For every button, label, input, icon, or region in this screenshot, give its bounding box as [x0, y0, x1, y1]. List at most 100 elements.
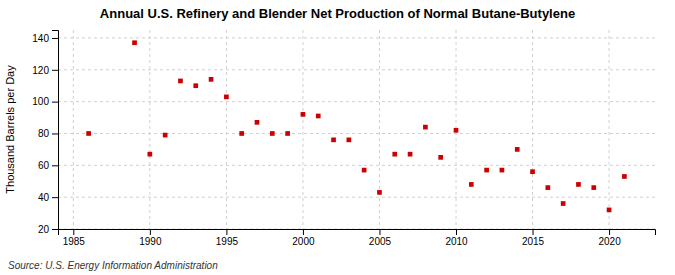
point	[469, 182, 474, 187]
tick: 100	[32, 96, 58, 107]
point	[591, 185, 596, 190]
grid-line	[58, 101, 655, 102]
tick-mark	[379, 229, 380, 235]
plot-area: 1985199019952000200520102015202020406080…	[32, 30, 655, 247]
y-axis: 20 40 60 80 100 120 140	[32, 31, 58, 235]
grid-line	[302, 30, 303, 229]
point	[193, 83, 198, 88]
tick-mark	[609, 229, 610, 235]
point	[438, 155, 443, 160]
point	[86, 131, 91, 136]
point	[362, 168, 367, 173]
tick-mark	[150, 229, 151, 235]
point	[454, 128, 459, 133]
point	[607, 208, 612, 213]
point	[515, 147, 520, 152]
point	[316, 114, 321, 119]
tick-label: 2010	[445, 236, 468, 247]
tick: 40	[38, 192, 58, 203]
tick-label: 80	[38, 128, 50, 139]
tick: 60	[38, 160, 58, 171]
point	[561, 201, 566, 206]
tick-label: 1990	[139, 236, 162, 247]
tick-label: 1995	[216, 236, 239, 247]
tick-label: 120	[32, 65, 49, 76]
tick-label: 20	[38, 224, 50, 235]
points	[86, 40, 626, 212]
tick-mark	[303, 229, 304, 235]
point	[622, 174, 627, 179]
point	[377, 190, 382, 195]
axis-line	[59, 230, 656, 236]
tick-mark	[52, 133, 58, 134]
grid-line	[609, 30, 610, 229]
tick: 2010	[445, 229, 468, 247]
tick: 140	[32, 33, 58, 44]
x-axis: 1985 1990 1995 2000 2005 2010 2015 2020	[59, 229, 656, 247]
tick: 2005	[369, 229, 392, 247]
tick-mark	[73, 229, 74, 235]
grid-line	[58, 133, 655, 134]
point	[270, 131, 275, 136]
tick-mark	[456, 229, 457, 235]
point	[484, 168, 489, 173]
grid-line	[58, 165, 655, 166]
point	[392, 152, 397, 157]
tick-label: 2000	[292, 236, 315, 247]
point	[285, 131, 290, 136]
tick-mark	[52, 165, 58, 166]
point	[408, 152, 413, 157]
tick-label: 2005	[369, 236, 392, 247]
axis-line	[52, 31, 59, 230]
point	[331, 138, 336, 143]
point	[239, 131, 244, 136]
tick-label: 1985	[63, 236, 86, 247]
y-axis-label: Thousand Barrels per Day	[4, 65, 16, 194]
point	[148, 152, 153, 157]
tick-mark	[52, 38, 58, 39]
tick-mark	[52, 229, 58, 230]
tick: 1985	[63, 229, 86, 247]
tick: 2015	[522, 229, 545, 247]
tick-mark	[52, 102, 58, 103]
tick: 20	[38, 224, 58, 235]
grid-line	[532, 30, 533, 229]
point	[255, 120, 260, 125]
chart: 1985199019952000200520102015202020406080…	[0, 0, 675, 275]
tick-label: 2015	[522, 236, 545, 247]
title: Annual U.S. Refinery and Blender Net Pro…	[100, 6, 575, 21]
point	[500, 168, 505, 173]
tick: 120	[32, 65, 58, 76]
point	[209, 77, 214, 82]
point	[178, 79, 183, 84]
point	[224, 95, 229, 100]
tick: 80	[38, 128, 58, 139]
tick: 2000	[292, 229, 315, 247]
tick: 2020	[598, 229, 621, 247]
grid	[58, 30, 655, 229]
point	[132, 40, 137, 45]
tick-label: 40	[38, 192, 50, 203]
grid-line	[149, 30, 150, 229]
tick-mark	[533, 229, 534, 235]
point	[423, 125, 428, 130]
tick-label: 2020	[598, 236, 621, 247]
tick-mark	[226, 229, 227, 235]
grid-line	[379, 30, 380, 229]
grid-line	[58, 69, 655, 70]
grid-line	[226, 30, 227, 229]
tick-mark	[52, 70, 58, 71]
point	[163, 133, 168, 138]
point	[546, 185, 551, 190]
point	[576, 182, 581, 187]
tick: 1990	[139, 229, 162, 247]
grid-line	[58, 37, 655, 38]
point	[530, 169, 535, 174]
grid-line	[73, 30, 74, 229]
tick-label: 140	[32, 33, 49, 44]
tick-label: 100	[32, 96, 49, 107]
tick-mark	[52, 197, 58, 198]
point	[301, 112, 306, 117]
point	[347, 138, 352, 143]
tick-label: 60	[38, 160, 50, 171]
